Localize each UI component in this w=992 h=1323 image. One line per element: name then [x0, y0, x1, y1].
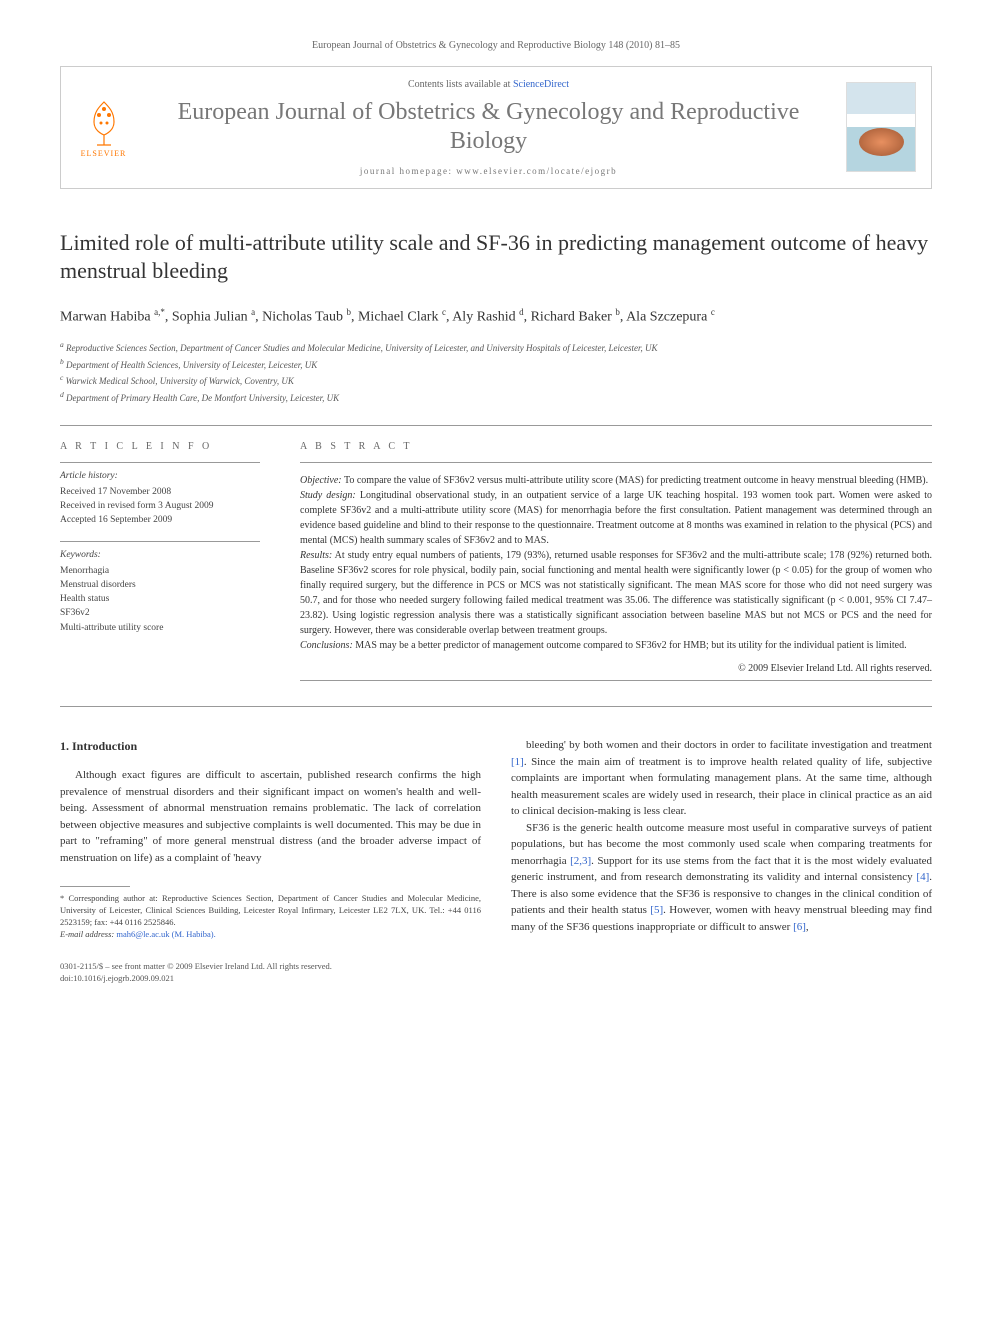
keyword: Multi-attribute utility score [60, 621, 260, 635]
conclusions-label: Conclusions: [300, 640, 353, 651]
journal-cover-thumbnail [846, 82, 916, 172]
keyword: Health status [60, 592, 260, 606]
contents-prefix: Contents lists available at [408, 79, 513, 90]
publisher-logo: ELSEVIER [76, 95, 131, 160]
journal-homepage: journal homepage: www.elsevier.com/locat… [146, 166, 831, 176]
history-received: Received 17 November 2008 [60, 485, 260, 499]
abstract-heading: A B S T R A C T [300, 441, 932, 452]
study-design-text: Longitudinal observational study, in an … [300, 490, 932, 546]
publisher-name: ELSEVIER [81, 149, 127, 158]
right-column: bleeding' by both women and their doctor… [511, 737, 932, 984]
left-column: 1. Introduction Although exact figures a… [60, 737, 481, 984]
abstract-block: A B S T R A C T Objective: To compare th… [300, 441, 932, 681]
journal-name: European Journal of Obstetrics & Gynecol… [146, 98, 831, 156]
history-revised: Received in revised form 3 August 2009 [60, 499, 260, 513]
abstract-copyright: © 2009 Elsevier Ireland Ltd. All rights … [300, 663, 932, 674]
history-accepted: Accepted 16 September 2009 [60, 513, 260, 527]
article-info-heading: A R T I C L E I N F O [60, 441, 260, 452]
article-info-sidebar: A R T I C L E I N F O Article history: R… [60, 441, 260, 681]
body-paragraph: SF36 is the generic health outcome measu… [511, 820, 932, 936]
conclusions-text: MAS may be a better predictor of managem… [353, 640, 907, 651]
keyword: Menstrual disorders [60, 578, 260, 592]
author-email-link[interactable]: mah6@le.ac.uk (M. Habiba). [114, 929, 216, 939]
history-label: Article history: [60, 469, 260, 483]
keywords-label: Keywords: [60, 548, 260, 562]
doi-line: doi:10.1016/j.ejogrb.2009.09.021 [60, 973, 481, 985]
body-paragraph: bleeding' by both women and their doctor… [511, 737, 932, 820]
section-heading-introduction: 1. Introduction [60, 737, 481, 755]
email-label: E-mail address: [60, 929, 114, 939]
authors-list: Marwan Habiba a,*, Sophia Julian a, Nich… [60, 306, 932, 328]
footnote-separator [60, 886, 130, 887]
study-design-label: Study design: [300, 490, 356, 501]
corresponding-author-footnote: * Corresponding author at: Reproductive … [60, 893, 481, 929]
keyword: Menorrhagia [60, 564, 260, 578]
contents-available: Contents lists available at ScienceDirec… [146, 79, 831, 90]
email-footnote: E-mail address: mah6@le.ac.uk (M. Habiba… [60, 929, 481, 941]
sciencedirect-link[interactable]: ScienceDirect [513, 79, 569, 90]
objective-text: To compare the value of SF36v2 versus mu… [342, 475, 928, 486]
footer-meta: 0301-2115/$ – see front matter © 2009 El… [60, 961, 481, 985]
body-columns: 1. Introduction Although exact figures a… [60, 737, 932, 984]
masthead: ELSEVIER Contents lists available at Sci… [60, 66, 932, 189]
keyword: SF36v2 [60, 606, 260, 620]
results-text: At study entry equal numbers of patients… [300, 550, 932, 636]
body-paragraph: Although exact figures are difficult to … [60, 767, 481, 866]
article-title: Limited role of multi-attribute utility … [60, 229, 932, 286]
elsevier-tree-icon [79, 97, 129, 147]
issn-line: 0301-2115/$ – see front matter © 2009 El… [60, 961, 481, 973]
affiliations: a Reproductive Sciences Section, Departm… [60, 339, 932, 405]
results-label: Results: [300, 550, 332, 561]
objective-label: Objective: [300, 475, 342, 486]
divider [60, 425, 932, 426]
running-head: European Journal of Obstetrics & Gynecol… [60, 40, 932, 51]
